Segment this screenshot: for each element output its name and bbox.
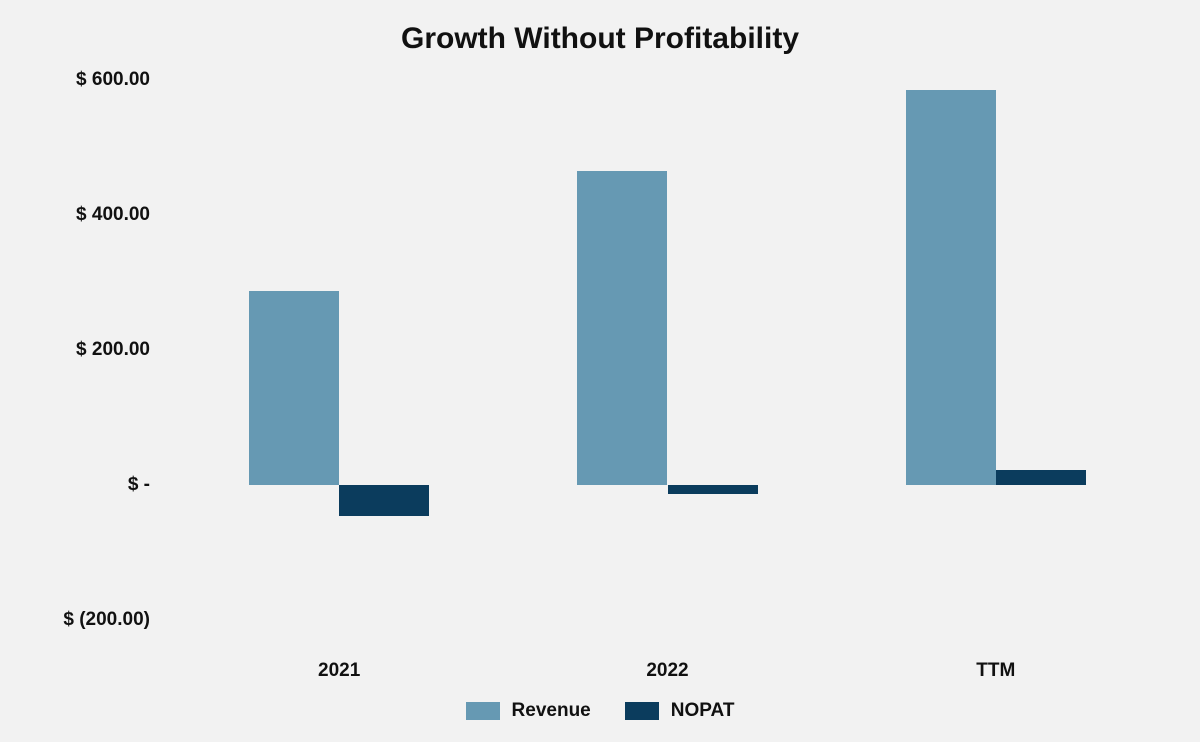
y-tick-label: $ 200.00 — [10, 339, 150, 361]
y-tick-label: $ 600.00 — [10, 69, 150, 91]
x-tick-label: 2022 — [568, 660, 768, 682]
y-tick-label: $ 400.00 — [10, 204, 150, 226]
bar-revenue-2021 — [249, 291, 339, 485]
legend-item-revenue: Revenue — [466, 700, 591, 722]
chart-title: Growth Without Profitability — [0, 22, 1200, 56]
bar-nopat-ttm — [996, 470, 1086, 485]
legend: Revenue NOPAT — [0, 700, 1200, 722]
plot-area — [175, 80, 1160, 620]
bar-nopat-2021 — [339, 485, 429, 516]
bar-revenue-ttm — [906, 90, 996, 485]
x-tick-label: 2021 — [239, 660, 439, 682]
x-tick-label: TTM — [896, 660, 1096, 682]
y-tick-label: $ (200.00) — [10, 609, 150, 631]
legend-item-nopat: NOPAT — [625, 700, 735, 722]
bar-revenue-2022 — [577, 171, 667, 485]
legend-label: NOPAT — [671, 700, 735, 722]
bar-nopat-2022 — [668, 485, 758, 494]
legend-swatch — [625, 702, 659, 720]
legend-swatch — [466, 702, 500, 720]
y-tick-label: $ - — [10, 474, 150, 496]
legend-label: Revenue — [512, 700, 591, 722]
